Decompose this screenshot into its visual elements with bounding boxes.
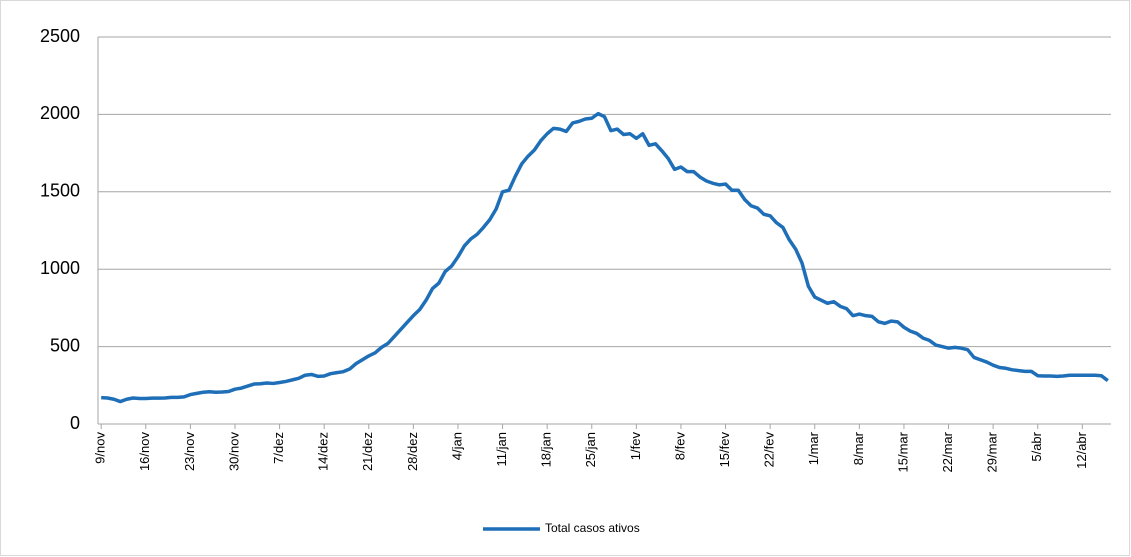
x-tick-label: 22/fev xyxy=(762,432,777,468)
x-tick-label: 15/fev xyxy=(717,432,732,468)
x-tick-label: 28/dez xyxy=(405,432,420,471)
y-tick-label: 2500 xyxy=(40,26,80,46)
x-tick-label: 1/fev xyxy=(628,432,643,461)
x-tick-label: 16/nov xyxy=(137,432,152,472)
x-tick-label: 9/nov xyxy=(93,432,108,464)
x-tick-label: 12/abr xyxy=(1074,431,1089,469)
x-tick-label: 22/mar xyxy=(940,431,955,472)
x-tick-label: 18/jan xyxy=(539,432,554,467)
y-tick-label: 1500 xyxy=(40,181,80,201)
y-tick-label: 1000 xyxy=(40,258,80,278)
y-tick-label: 0 xyxy=(70,413,80,433)
x-tick-label: 30/nov xyxy=(226,432,241,472)
x-tick-label: 8/fev xyxy=(672,432,687,461)
data-line xyxy=(101,111,1109,404)
x-tick-label: 11/jan xyxy=(494,432,509,466)
x-tick-label: 1/mar xyxy=(806,431,821,465)
x-tick-label: 8/mar xyxy=(851,431,866,465)
legend-label: Total casos ativos xyxy=(545,521,640,535)
x-tick-label: 23/nov xyxy=(182,432,197,472)
x-tick-label: 15/mar xyxy=(895,431,910,472)
x-tick-label: 14/dez xyxy=(316,432,331,471)
x-tick-label: 5/abr xyxy=(1029,431,1044,461)
x-tick-label: 29/mar xyxy=(985,431,1000,472)
y-tick-label: 2000 xyxy=(40,103,80,123)
x-tick-label: 4/jan xyxy=(449,432,464,460)
y-tick-label: 500 xyxy=(50,335,80,355)
x-tick-label: 25/jan xyxy=(583,432,598,467)
x-tick-label: 7/dez xyxy=(271,432,286,464)
x-tick-label: 21/dez xyxy=(360,432,375,471)
